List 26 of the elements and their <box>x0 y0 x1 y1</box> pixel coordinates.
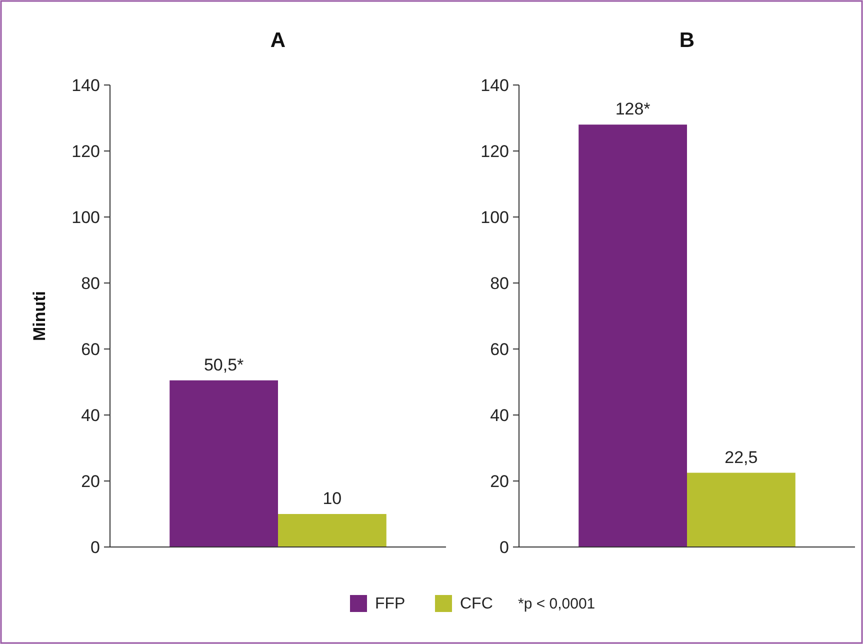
y-axis-title: Minuti <box>30 290 49 342</box>
y-tick-label: 80 <box>81 274 100 293</box>
legend-label: CFC <box>460 596 493 613</box>
data-label: 10 <box>322 489 342 508</box>
data-label: 128* <box>615 100 651 119</box>
data-label: 22,5 <box>724 448 758 467</box>
y-tick-label: 0 <box>90 538 100 557</box>
y-tick-label: 20 <box>81 472 100 491</box>
y-tick-label: 40 <box>490 406 509 425</box>
legend-label: FFP <box>375 596 406 613</box>
y-tick-label: 120 <box>480 142 509 161</box>
y-tick-label: 40 <box>81 406 100 425</box>
y-tick-label: 120 <box>72 142 100 161</box>
y-tick-label: 140 <box>72 76 100 95</box>
y-tick-label: 60 <box>81 340 100 359</box>
y-tick-label: 0 <box>500 538 509 557</box>
chart-title: A <box>270 29 286 52</box>
y-tick-label: 20 <box>490 472 509 491</box>
y-tick-label: 100 <box>72 208 100 227</box>
text: *p < 0,0001 <box>518 595 596 612</box>
y-tick-label: 140 <box>480 76 509 95</box>
y-tick-label: 100 <box>480 208 509 227</box>
chart-title: B <box>679 29 695 52</box>
y-tick-label: 60 <box>490 340 509 359</box>
y-tick-label: 80 <box>490 274 509 293</box>
data-label: 50,5* <box>204 355 244 374</box>
